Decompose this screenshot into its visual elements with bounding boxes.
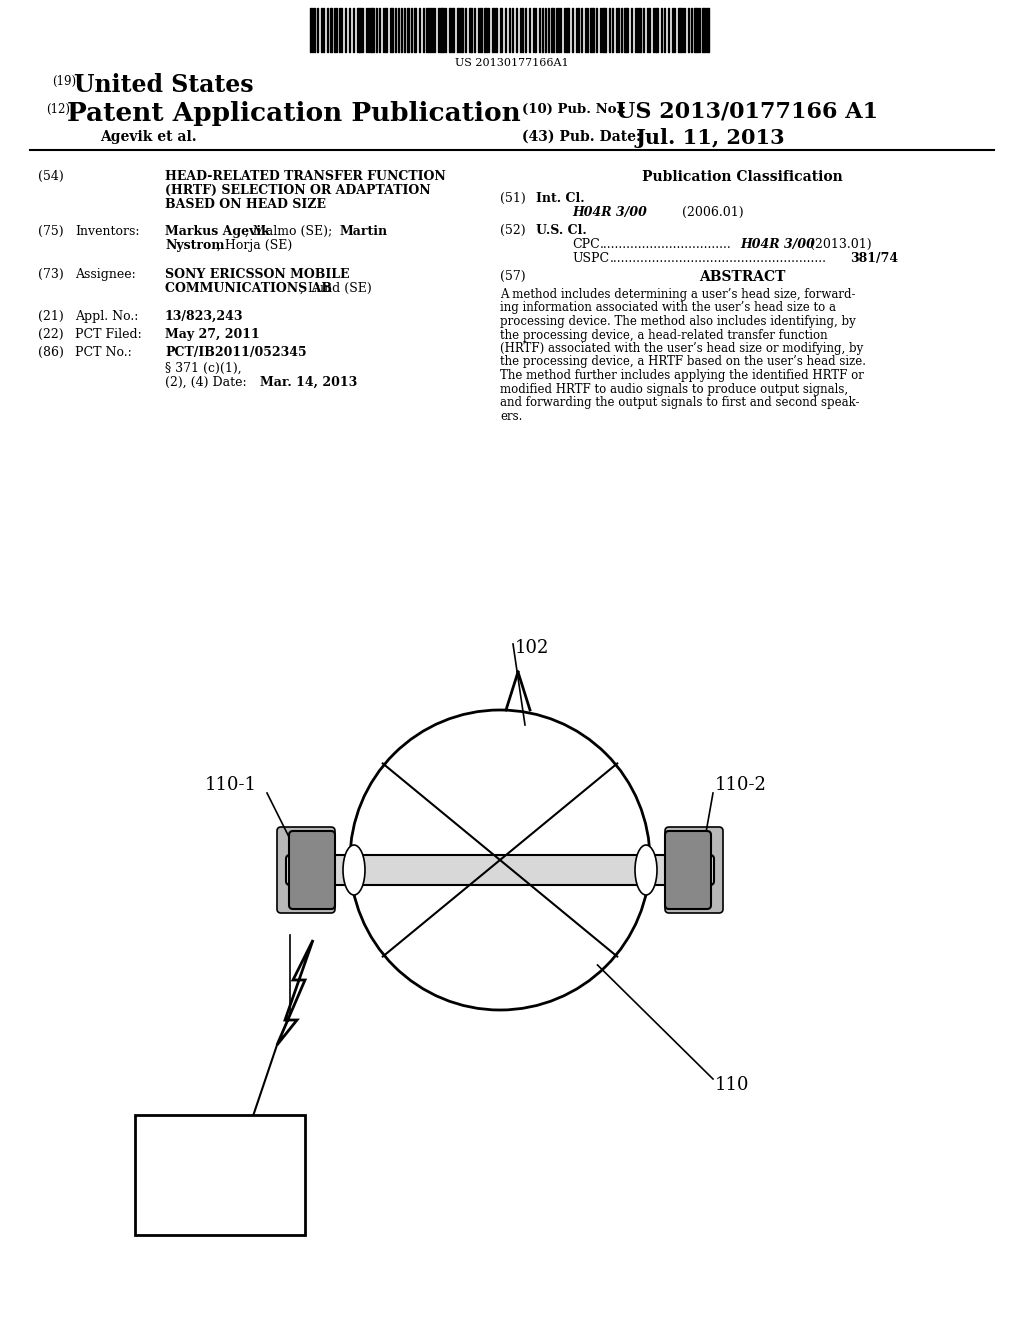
Text: ers.: ers. [500, 409, 522, 422]
Text: Jul. 11, 2013: Jul. 11, 2013 [636, 128, 785, 148]
Text: § 371 (c)(1),: § 371 (c)(1), [165, 362, 242, 375]
FancyBboxPatch shape [665, 832, 711, 909]
Text: (21): (21) [38, 310, 63, 323]
Text: U.S. Cl.: U.S. Cl. [536, 224, 587, 238]
Text: 110-1: 110-1 [205, 776, 257, 795]
Text: Int. Cl.: Int. Cl. [536, 191, 585, 205]
Ellipse shape [635, 845, 657, 895]
Text: (19): (19) [52, 75, 76, 88]
Text: Appl. No.:: Appl. No.: [75, 310, 138, 323]
Text: May 27, 2011: May 27, 2011 [165, 327, 260, 341]
Text: PCT/IB2011/052345: PCT/IB2011/052345 [165, 346, 306, 359]
Text: Patent Application Publication: Patent Application Publication [67, 102, 521, 125]
Text: , Horja (SE): , Horja (SE) [217, 239, 292, 252]
Text: CPC: CPC [572, 238, 600, 251]
Text: (2013.01): (2013.01) [810, 238, 871, 251]
Text: (12): (12) [46, 103, 70, 116]
Text: ABSTRACT: ABSTRACT [698, 271, 785, 284]
Text: ing information associated with the user’s head size to a: ing information associated with the user… [500, 301, 836, 314]
Text: ..................................: .................................. [600, 238, 732, 251]
Text: 110-2: 110-2 [715, 776, 767, 795]
FancyBboxPatch shape [289, 832, 335, 909]
Text: , Lund (SE): , Lund (SE) [300, 282, 372, 294]
Text: Mar. 14, 2013: Mar. 14, 2013 [260, 376, 357, 389]
Text: the processing device, a HRTF based on the user’s head size.: the processing device, a HRTF based on t… [500, 355, 866, 368]
Text: ........................................................: ........................................… [610, 252, 827, 265]
Text: PCT No.:: PCT No.: [75, 346, 132, 359]
Text: PCT Filed:: PCT Filed: [75, 327, 141, 341]
Text: SONY ERICSSON MOBILE: SONY ERICSSON MOBILE [165, 268, 349, 281]
FancyBboxPatch shape [665, 828, 723, 913]
Text: USPC: USPC [572, 252, 609, 265]
Text: (75): (75) [38, 224, 63, 238]
Text: (86): (86) [38, 346, 63, 359]
Text: Inventors:: Inventors: [75, 224, 139, 238]
Text: 102: 102 [515, 639, 549, 657]
Text: (HRTF) associated with the user’s head size or modifying, by: (HRTF) associated with the user’s head s… [500, 342, 863, 355]
Text: HEAD-RELATED TRANSFER FUNCTION: HEAD-RELATED TRANSFER FUNCTION [165, 170, 445, 183]
Ellipse shape [343, 845, 365, 895]
Text: United States: United States [74, 73, 254, 96]
Text: (43) Pub. Date:: (43) Pub. Date: [522, 129, 641, 144]
Text: modified HRTF to audio signals to produce output signals,: modified HRTF to audio signals to produc… [500, 383, 848, 396]
Text: Nystrom: Nystrom [165, 239, 224, 252]
Text: , Malmo (SE);: , Malmo (SE); [245, 224, 336, 238]
Text: (51): (51) [500, 191, 525, 205]
Text: H04R 3/00: H04R 3/00 [572, 206, 647, 219]
Text: processing device. The method also includes identifying, by: processing device. The method also inclu… [500, 315, 856, 327]
Text: (2006.01): (2006.01) [682, 206, 743, 219]
Bar [135, 1115, 305, 1236]
Text: (22): (22) [38, 327, 63, 341]
Text: Martin: Martin [340, 224, 388, 238]
Text: (73): (73) [38, 268, 63, 281]
Text: Agevik et al.: Agevik et al. [100, 129, 197, 144]
Text: (2), (4) Date:: (2), (4) Date: [165, 376, 247, 389]
Text: (10) Pub. No.:: (10) Pub. No.: [522, 103, 626, 116]
Text: The method further includes applying the identified HRTF or: The method further includes applying the… [500, 370, 864, 381]
Text: (57): (57) [500, 271, 525, 282]
Text: US 20130177166A1: US 20130177166A1 [456, 58, 568, 69]
Text: BASED ON HEAD SIZE: BASED ON HEAD SIZE [165, 198, 326, 211]
Text: H04R 3/00: H04R 3/00 [740, 238, 815, 251]
Text: 112: 112 [200, 1188, 240, 1206]
Text: and forwarding the output signals to first and second speak-: and forwarding the output signals to fir… [500, 396, 859, 409]
Text: A method includes determining a user’s head size, forward-: A method includes determining a user’s h… [500, 288, 855, 301]
Text: (HRTF) SELECTION OR ADAPTATION: (HRTF) SELECTION OR ADAPTATION [165, 183, 431, 197]
Text: COMMUNICATIONS AB: COMMUNICATIONS AB [165, 282, 332, 294]
Text: US 2013/0177166 A1: US 2013/0177166 A1 [616, 102, 879, 123]
Text: the processing device, a head-related transfer function: the processing device, a head-related tr… [500, 329, 827, 342]
FancyBboxPatch shape [286, 855, 714, 884]
Text: 110: 110 [715, 1076, 750, 1094]
Text: USER: USER [184, 1142, 256, 1164]
FancyBboxPatch shape [278, 828, 335, 913]
Text: (54): (54) [38, 170, 63, 183]
Text: Markus Agevik: Markus Agevik [165, 224, 269, 238]
Text: (52): (52) [500, 224, 525, 238]
Text: 381/74: 381/74 [850, 252, 898, 265]
Text: Publication Classification: Publication Classification [642, 170, 843, 183]
Text: Assignee:: Assignee: [75, 268, 136, 281]
Text: DEVICE: DEVICE [171, 1163, 269, 1187]
Text: 13/823,243: 13/823,243 [165, 310, 244, 323]
